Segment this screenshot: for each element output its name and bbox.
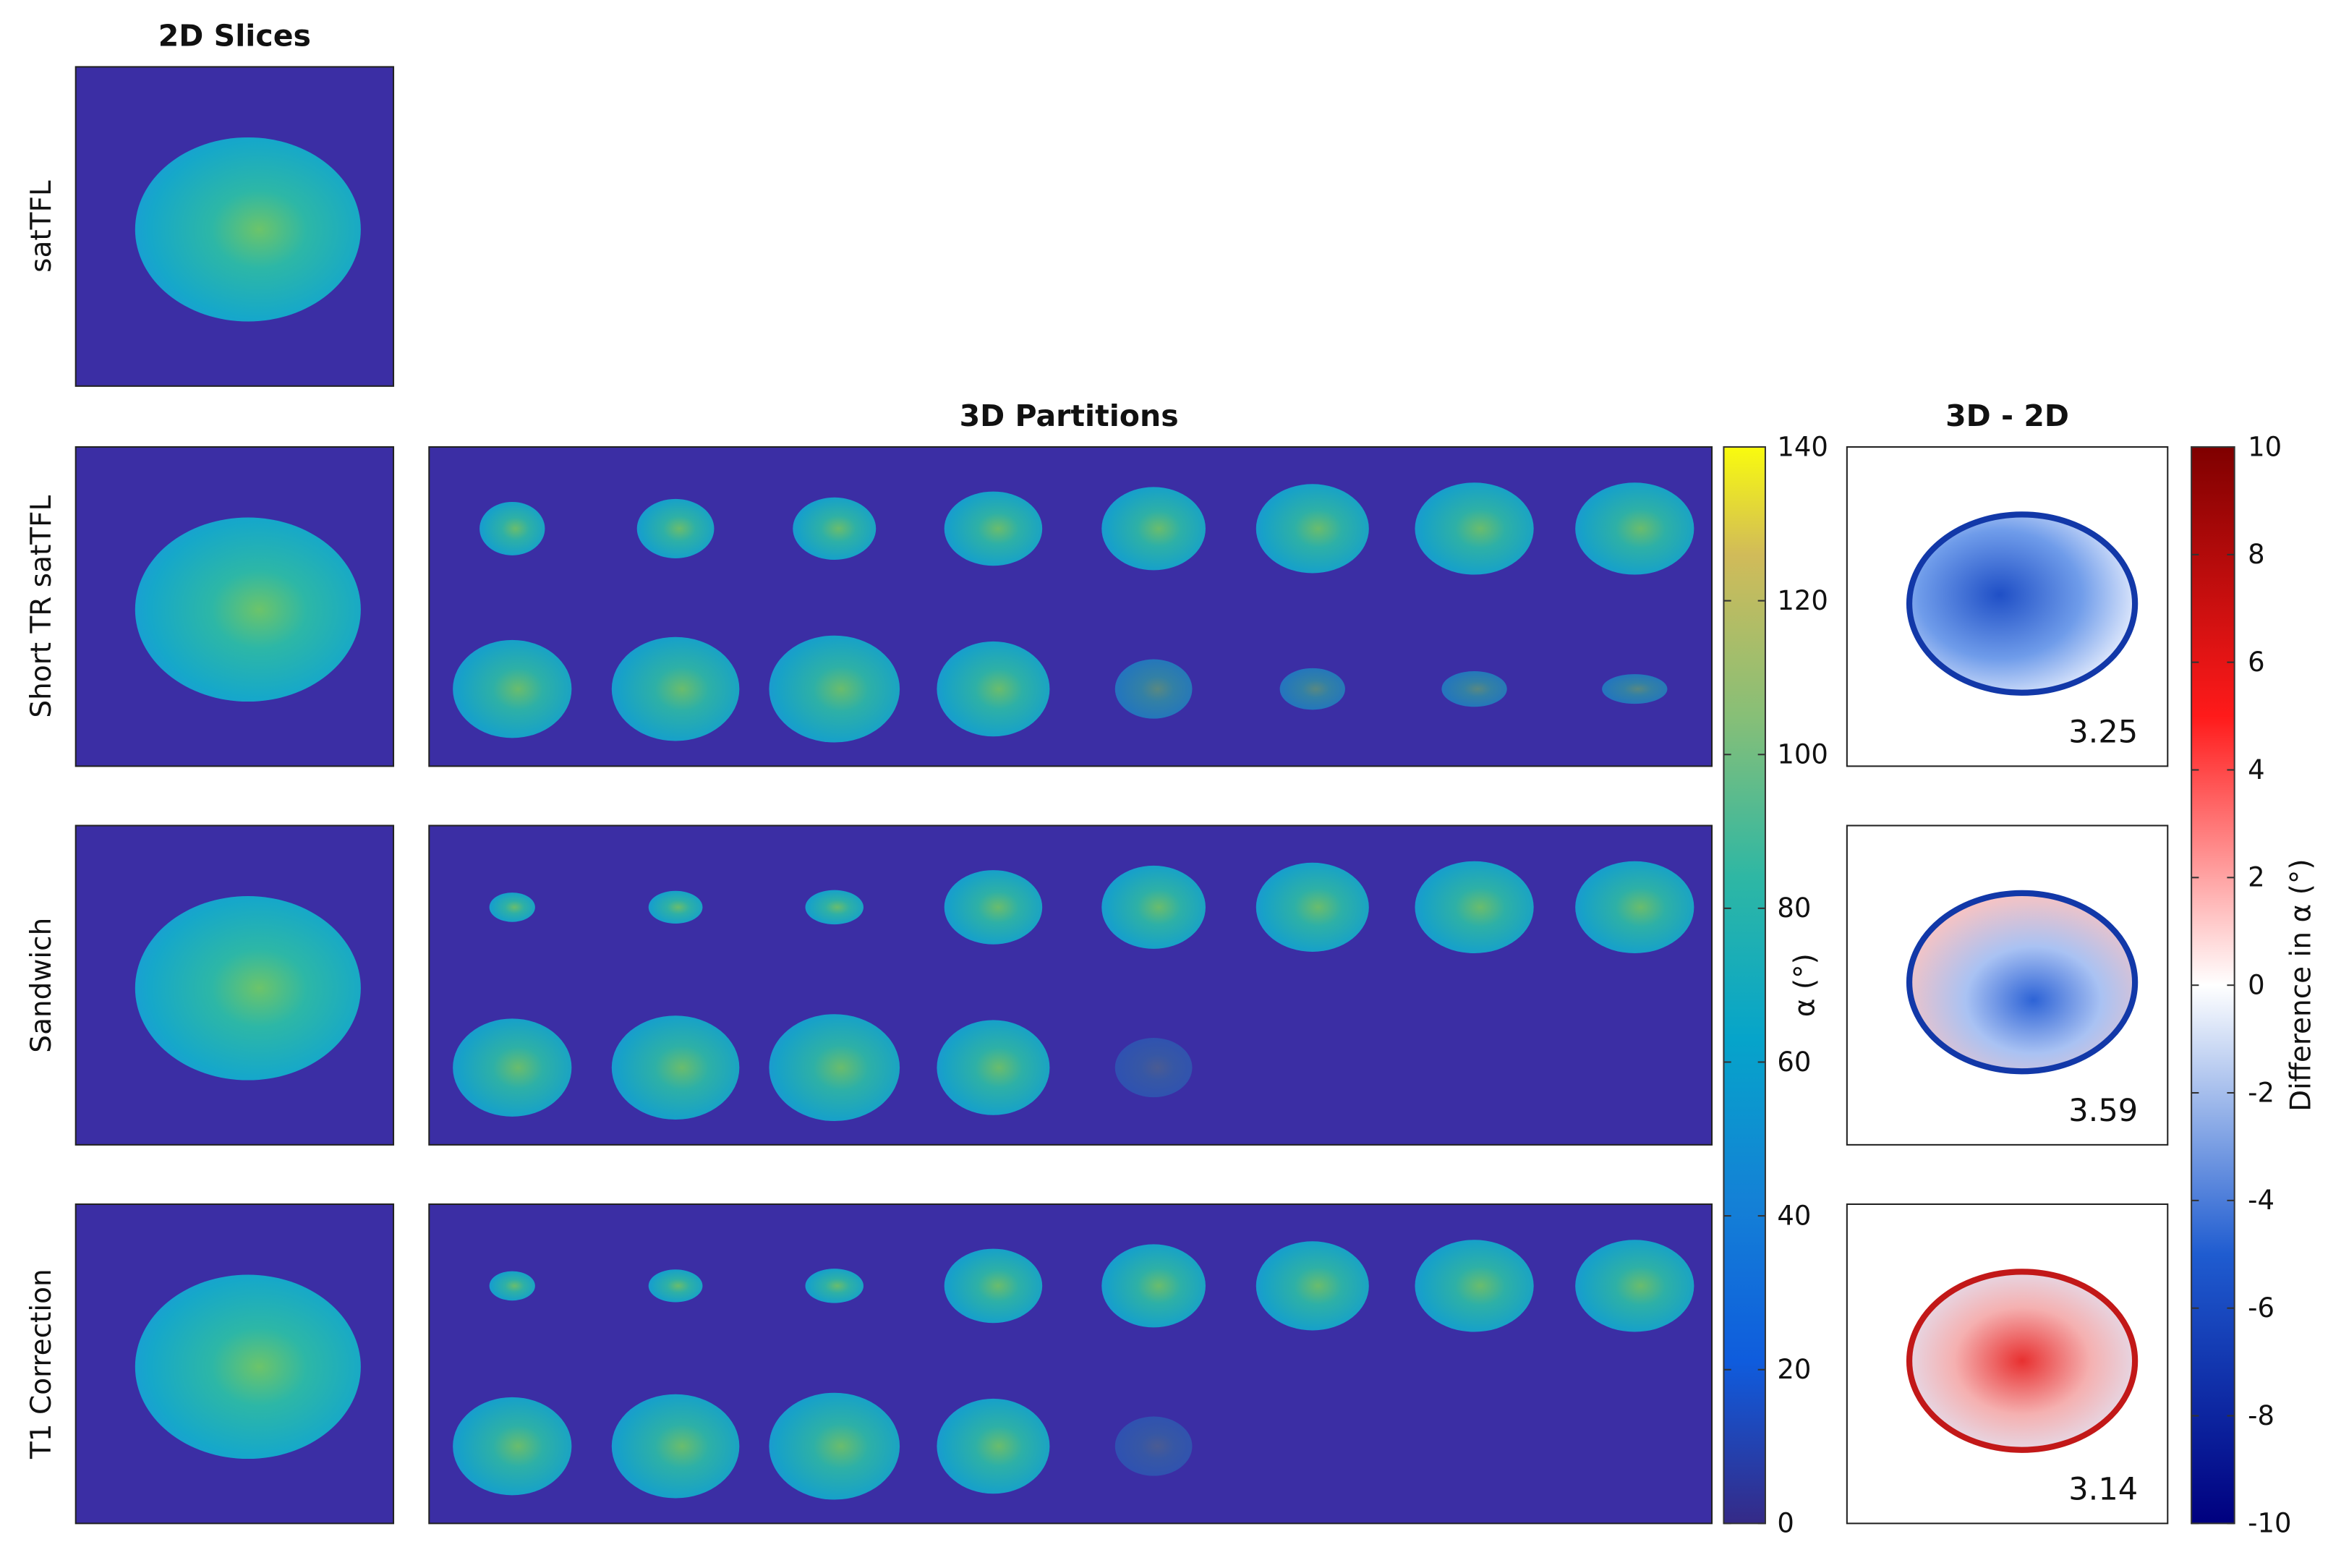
partition-map — [793, 497, 877, 561]
row-label: T1 Correction — [25, 1269, 58, 1460]
head-map — [135, 517, 361, 702]
partition-map — [805, 1269, 864, 1303]
row-label: Sandwich — [25, 918, 58, 1053]
partition-map — [611, 636, 740, 741]
colorbar-tick-label: -6 — [2248, 1292, 2274, 1324]
colorbar-tick-label: 0 — [1777, 1508, 1794, 1539]
partition-map — [769, 1014, 900, 1122]
diff-blob — [1906, 890, 2139, 1075]
partition-map — [1279, 668, 1345, 710]
partition-map — [944, 491, 1043, 566]
colorbar-tick-label: 80 — [1777, 892, 1811, 924]
colorbar-tick-label: -4 — [2248, 1185, 2274, 1216]
partition-map — [1575, 861, 1694, 954]
colorbar-label: α (°) — [1789, 953, 1822, 1017]
partition-map — [769, 635, 900, 743]
partition-map — [937, 1398, 1050, 1494]
colorbar-tick-label: -8 — [2248, 1400, 2274, 1431]
row-label: Short TR satTFL — [25, 495, 58, 717]
colorbar-tick-label: 10 — [2248, 431, 2282, 462]
partition-map — [805, 890, 864, 925]
colorbar — [1723, 446, 1766, 1525]
colorbar-tick-label: 2 — [2248, 862, 2265, 893]
partition-map — [1415, 482, 1534, 575]
partition-map — [453, 639, 572, 738]
partition-map — [489, 1271, 535, 1301]
head-map — [135, 895, 361, 1081]
colorbar-tick-label: 0 — [2248, 969, 2265, 1000]
partition-map — [648, 1269, 703, 1303]
partition-map — [489, 892, 535, 922]
partition-map — [1101, 1244, 1206, 1328]
partition-map — [1101, 487, 1206, 571]
partition-map — [1255, 484, 1369, 574]
colorbar-tick-label: 100 — [1777, 739, 1828, 770]
colorbar-tick-label: 40 — [1777, 1200, 1811, 1231]
head-map — [135, 137, 361, 322]
colorbar-tick-label: 60 — [1777, 1047, 1811, 1078]
partition-map — [1114, 1038, 1193, 1098]
diff-blob — [1906, 511, 2139, 696]
partition-map — [944, 1248, 1043, 1324]
partition-map — [1114, 659, 1193, 719]
colorbar-label: Difference in α (°) — [2285, 858, 2317, 1111]
partition-map — [636, 498, 715, 558]
header: 3D - 2D — [1945, 399, 2069, 433]
partition-map — [1415, 1240, 1534, 1332]
colorbar-tick-label: -10 — [2248, 1508, 2291, 1539]
header: 3D Partitions — [960, 399, 1179, 433]
difference-value: 3.25 — [2068, 715, 2138, 751]
colorbar-tick-label: -2 — [2248, 1077, 2274, 1108]
partition-map — [611, 1394, 740, 1499]
partition-map — [1441, 670, 1507, 707]
difference-value: 3.59 — [2068, 1093, 2138, 1129]
colorbar-tick-label: 6 — [2248, 647, 2265, 678]
partition-map — [769, 1392, 900, 1500]
colorbar-tick-label: 8 — [2248, 539, 2265, 570]
colorbar-tick-label: 4 — [2248, 754, 2265, 785]
partition-map — [1114, 1416, 1193, 1476]
partition-map — [944, 870, 1043, 945]
header: 2D Slices — [158, 19, 311, 54]
partition-map — [1255, 1241, 1369, 1331]
colorbar-tick-label: 20 — [1777, 1354, 1811, 1385]
difference-value: 3.14 — [2068, 1472, 2138, 1508]
partition-map — [453, 1018, 572, 1117]
partitions-3d — [428, 1203, 1713, 1525]
partition-map — [648, 890, 703, 924]
row-label: satTFL — [25, 180, 58, 273]
partition-map — [937, 641, 1050, 737]
partition-map — [479, 501, 545, 555]
partition-map — [1575, 1240, 1694, 1332]
colorbar-tick-label: 120 — [1777, 585, 1828, 616]
partition-map — [937, 1020, 1050, 1115]
partition-map — [611, 1015, 740, 1120]
head-map — [135, 1274, 361, 1460]
diff-blob — [1906, 1269, 2139, 1453]
partition-map — [453, 1397, 572, 1496]
colorbar-tick-label: 140 — [1777, 431, 1828, 462]
partition-map — [1415, 861, 1534, 954]
partitions-3d — [428, 825, 1713, 1146]
partitions-3d — [428, 446, 1713, 767]
partition-map — [1255, 862, 1369, 952]
partition-map — [1602, 674, 1668, 704]
partition-map — [1101, 865, 1206, 949]
partition-map — [1575, 482, 1694, 575]
